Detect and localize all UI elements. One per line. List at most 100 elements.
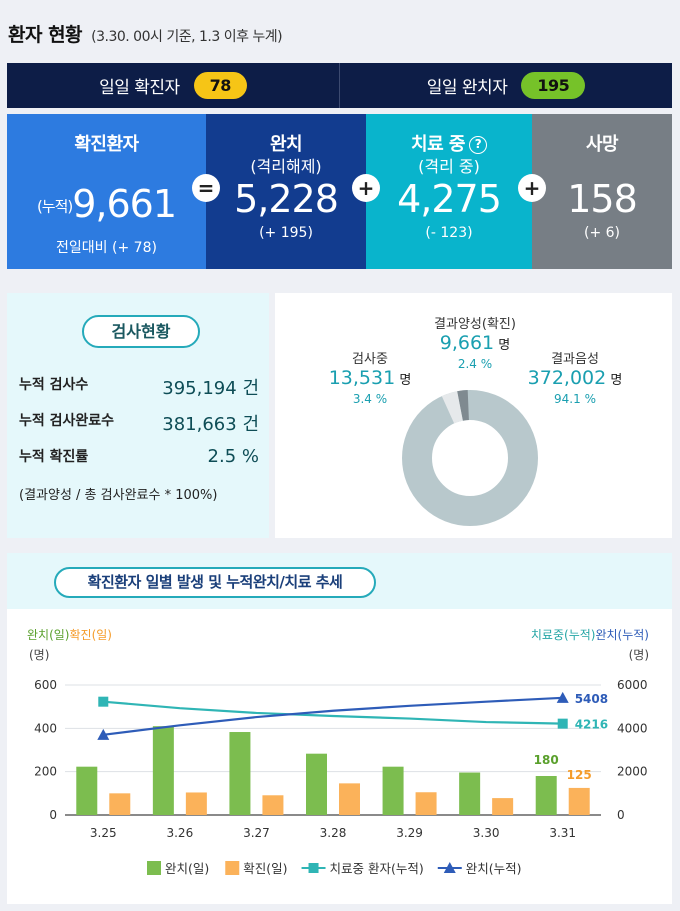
daily-summary-bar: 일일 확진자 78 일일 완치자 195 <box>7 63 672 108</box>
donut-chart <box>402 390 538 526</box>
y-tick-label-right: 4000 <box>617 721 648 735</box>
bar-released-daily <box>229 732 251 815</box>
x-tick-label: 3.31 <box>549 826 576 840</box>
legend-swatch <box>225 861 240 875</box>
test-status-panel: 검사현황 누적 검사수 395,194 건 누적 검사완료수 381,663 건… <box>7 293 269 538</box>
daily-released-label: 일일 완치자 <box>426 78 508 98</box>
x-tick-label: 3.30 <box>473 826 500 840</box>
left-axis-unit: (명) <box>29 648 49 662</box>
legend-marker <box>308 863 319 873</box>
plus-icon: + <box>518 174 546 202</box>
bar-confirmed-daily <box>262 795 284 815</box>
test-row-value: 2.5 % <box>207 446 259 467</box>
donut-positive-value: 9,661 <box>439 332 495 354</box>
stat-confirmed-prefix: (누적) <box>36 197 73 216</box>
legend-label: 완치(누적) <box>466 861 522 876</box>
right-axis-title: 치료중(누적)완치(누적) <box>531 628 649 642</box>
bar-released-daily <box>152 726 174 815</box>
stat-released-sublabel: (격리해제) <box>250 157 322 176</box>
donut-testing-value: 13,531 <box>328 367 396 389</box>
stat-released: 완치 (격리해제) 5,228 (+ 195) <box>206 114 366 269</box>
test-row-label: 누적 검사수 <box>19 377 89 393</box>
data-label: 5408 <box>575 692 608 706</box>
donut-negative-value: 372,002 <box>527 367 607 389</box>
stats-panel: 확진환자 (누적)9,661 전일대비 (+ 78) 완치 (격리해제) 5,2… <box>7 114 672 269</box>
legend-label: 확진(일) <box>243 861 287 876</box>
y-tick-label-left: 0 <box>49 808 57 822</box>
donut-testing-unit: 명 <box>399 373 412 388</box>
line-marker <box>557 718 568 729</box>
test-row: 누적 검사완료수 381,663 건 <box>19 410 259 436</box>
bar-confirmed-daily <box>415 792 437 815</box>
page-title: 환자 현황 <box>8 24 83 46</box>
y-tick-label-left: 600 <box>34 678 57 692</box>
data-label: 180 <box>534 753 559 767</box>
line-released-cumulative <box>103 696 563 736</box>
daily-confirmed: 일일 확진자 78 <box>7 63 339 108</box>
test-row-value: 395,194 건 <box>162 378 259 399</box>
x-tick-label: 3.25 <box>90 826 117 840</box>
equals-icon: = <box>192 174 220 202</box>
page-subtitle: (3.30. 00시 기준, 1.3 이후 누계) <box>91 29 283 45</box>
y-tick-label-right: 6000 <box>617 678 648 692</box>
line-marker <box>97 728 110 740</box>
stat-deceased-spacer <box>532 157 672 177</box>
stat-isolated-label-row: 치료 중? <box>366 134 532 156</box>
bar-confirmed-daily <box>339 783 360 815</box>
stat-confirmed: 확진환자 (누적)9,661 전일대비 (+ 78) <box>7 114 206 269</box>
x-tick-label: 3.28 <box>320 826 347 840</box>
donut-slice-testing <box>441 391 464 424</box>
donut-negative-label: 결과음성 <box>551 352 599 367</box>
test-row-label: 누적 확진률 <box>19 449 89 465</box>
stat-deceased: 사망 158 (+ 6) <box>532 114 672 269</box>
stat-isolated-value: 4,275 <box>397 177 502 221</box>
plus-icon: + <box>352 174 380 202</box>
donut-label-negative: 결과음성 372,002 명 94.1 % <box>515 348 635 406</box>
bar-released-daily <box>382 766 404 815</box>
donut-testing-label: 검사중 <box>352 352 388 367</box>
y-tick-label-right: 0 <box>617 808 625 822</box>
stat-confirmed-value: 9,661 <box>72 182 177 226</box>
donut-slice-positive <box>457 390 470 421</box>
trend-chart-title: 확진환자 일별 발생 및 누적완치/치료 추세 <box>54 567 376 598</box>
donut-negative-unit: 명 <box>610 373 623 388</box>
stat-deceased-label: 사망 <box>585 134 619 155</box>
donut-slice-negative <box>402 390 538 526</box>
legend-swatch <box>147 861 161 875</box>
test-row: 누적 검사수 395,194 건 <box>19 374 259 400</box>
data-label: 4216 <box>575 718 608 732</box>
donut-positive-pct: 2.4 % <box>457 357 493 371</box>
help-icon[interactable]: ? <box>468 136 487 154</box>
stat-deceased-value: 158 <box>567 177 638 221</box>
daily-released-badge: 195 <box>521 72 586 99</box>
trend-chart-panel: 확진환자 일별 발생 및 누적완치/치료 추세 완치(일)확진(일) (명) 치료중… <box>7 553 672 904</box>
stat-isolated-delta: (- 123) <box>425 225 473 241</box>
stat-deceased-delta: (+ 6) <box>583 225 620 241</box>
bar-released-daily <box>306 753 327 815</box>
data-label: 125 <box>567 768 592 782</box>
trend-chart: 완치(일)확진(일)(명)치료중(누적)완치(누적)(명)02004006000… <box>27 628 649 876</box>
bar-released-daily <box>535 776 557 815</box>
y-tick-label-left: 400 <box>34 721 57 735</box>
stat-confirmed-delta: 전일대비 (+ 78) <box>56 239 157 256</box>
bar-confirmed-daily <box>568 787 590 815</box>
daily-released: 일일 완치자 195 <box>339 63 672 108</box>
bar-confirmed-daily <box>185 792 207 815</box>
x-tick-label: 3.29 <box>396 826 423 840</box>
x-tick-label: 3.26 <box>166 826 193 840</box>
stat-released-value: 5,228 <box>234 177 339 221</box>
left-axis-title: 완치(일)확진(일) <box>27 628 112 642</box>
y-tick-label-left: 200 <box>34 765 57 779</box>
line-marker <box>556 691 569 703</box>
daily-confirmed-label: 일일 확진자 <box>99 78 180 98</box>
legend-marker <box>443 862 456 873</box>
daily-confirmed-badge: 78 <box>193 72 247 99</box>
stat-released-delta: (+ 195) <box>259 225 313 241</box>
test-status-title: 검사현황 <box>82 315 200 348</box>
header: 환자 현황 (3.30. 00시 기준, 1.3 이후 누계) <box>0 0 680 60</box>
stat-isolated: 치료 중? (격리 중) 4,275 (- 123) <box>366 114 532 269</box>
bar-released-daily <box>76 766 98 815</box>
line-marker <box>98 696 109 707</box>
bar-released-daily <box>459 772 481 815</box>
trend-chart-header: 확진환자 일별 발생 및 누적완치/치료 추세 <box>7 553 672 609</box>
